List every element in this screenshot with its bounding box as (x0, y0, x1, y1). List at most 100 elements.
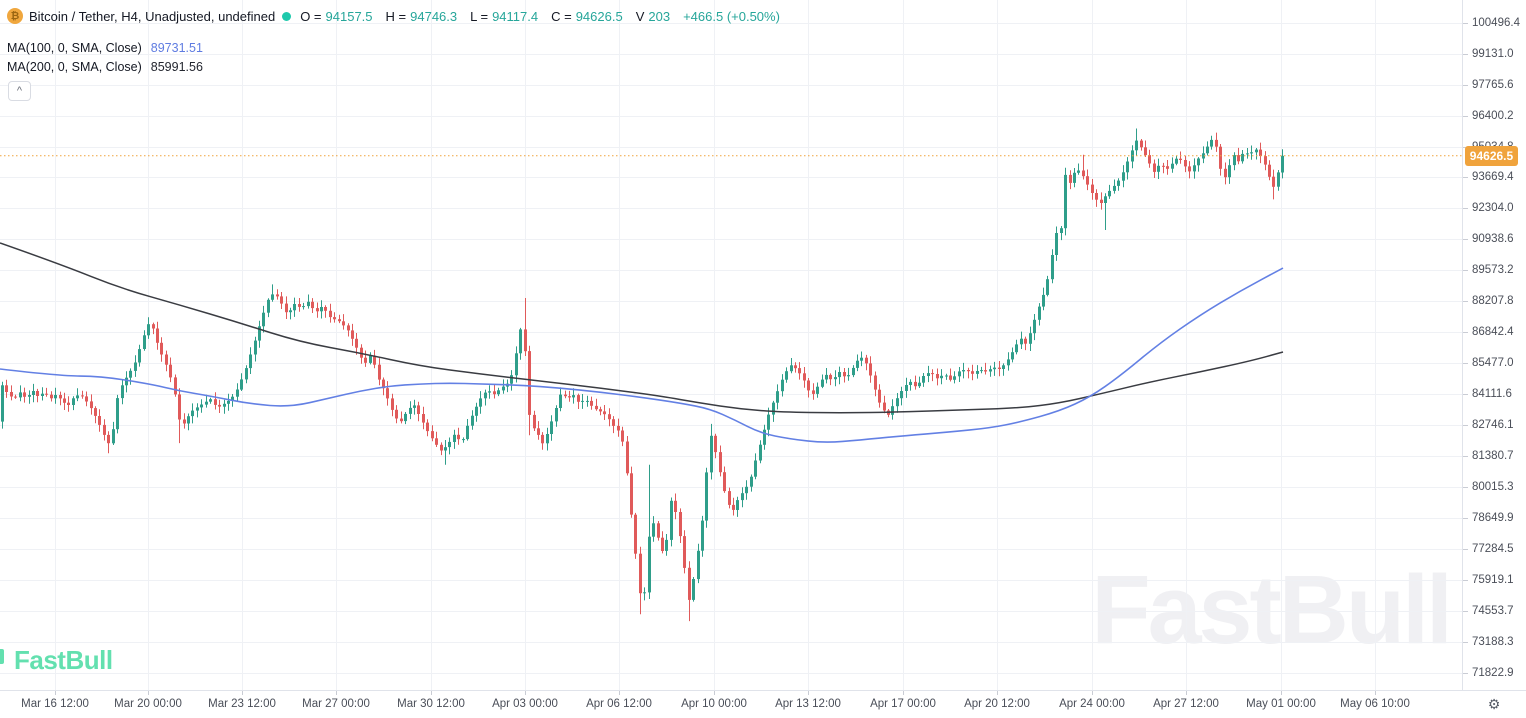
candlestick-chart[interactable] (0, 0, 1462, 690)
candle (218, 404, 221, 407)
candle (293, 304, 296, 311)
price-tick-mark (1463, 54, 1468, 55)
candle (1246, 153, 1249, 155)
time-tick-label: Mar 30 12:00 (397, 698, 465, 710)
candle (23, 392, 26, 397)
price-tick-mark (1463, 301, 1468, 302)
candle (515, 353, 518, 376)
candle (1162, 165, 1165, 167)
candle (258, 326, 261, 341)
candle (471, 415, 474, 426)
collapse-legend-button[interactable]: ^ (8, 81, 31, 101)
price-tick-label: 82746.1 (1472, 419, 1514, 431)
candle (564, 394, 567, 397)
time-tick-mark (903, 691, 904, 695)
candle (922, 376, 925, 383)
candle (714, 435, 717, 453)
candle (156, 328, 159, 343)
candle (661, 537, 664, 551)
candle (298, 304, 301, 307)
price-tick-label: 71822.9 (1472, 667, 1514, 679)
candle (555, 408, 558, 422)
price-tick-mark (1463, 518, 1468, 519)
candle (1233, 155, 1236, 166)
candle (5, 385, 8, 392)
candle (475, 406, 478, 416)
candle (457, 434, 460, 440)
candle (214, 399, 217, 405)
candle (85, 396, 88, 402)
candle (794, 365, 797, 369)
candle (138, 349, 141, 363)
low-label: L = (470, 8, 489, 24)
axis-corner: ⚙ (1462, 690, 1526, 718)
time-tick-label: Apr 13 12:00 (775, 698, 841, 710)
candle (772, 402, 775, 415)
candle (1157, 165, 1160, 172)
candle (940, 375, 943, 379)
candle (409, 407, 412, 414)
gridlines (0, 0, 1462, 690)
candle (165, 354, 168, 365)
price-tick-label: 89573.2 (1472, 264, 1514, 276)
candle (364, 357, 367, 363)
price-tick-mark (1463, 425, 1468, 426)
candle (116, 398, 119, 430)
time-axis[interactable]: Mar 16 12:00 Mar 20 00:00 Mar 23 12:00 Mar … (0, 690, 1462, 718)
time-tick-label: Apr 06 12:00 (586, 698, 652, 710)
candle (878, 389, 881, 403)
time-tick-label: Apr 24 00:00 (1059, 698, 1125, 710)
candle (160, 342, 163, 355)
candle (249, 354, 252, 369)
candle (404, 413, 407, 422)
candle (453, 434, 456, 442)
candle (630, 473, 633, 515)
candle (1046, 279, 1049, 295)
symbol-legend-row: ₿ Bitcoin / Tether, H4, Unadjusted, unde… (7, 7, 780, 25)
candle (1259, 149, 1262, 157)
candle (289, 310, 292, 313)
candle (41, 393, 44, 396)
candle (187, 416, 190, 424)
candle (417, 405, 420, 414)
candle (634, 514, 637, 554)
candle (781, 379, 784, 392)
candle (1104, 196, 1107, 203)
time-tick-label: Apr 20 12:00 (964, 698, 1030, 710)
candle (847, 375, 850, 377)
candle (1210, 139, 1213, 147)
high-label: H = (385, 8, 407, 24)
time-tick-mark (148, 691, 149, 695)
candle (285, 303, 288, 313)
price-tick-label: 73188.3 (1472, 636, 1514, 648)
time-tick-mark (55, 691, 56, 695)
symbol-title[interactable]: Bitcoin / Tether, H4, Unadjusted, undefi… (29, 8, 276, 24)
time-tick-mark (808, 691, 809, 695)
ma100-legend-row[interactable]: MA(100, 0, SMA, Close) 89731.51 (7, 41, 203, 55)
candle (816, 386, 819, 394)
candle (967, 370, 970, 372)
candle (28, 395, 31, 397)
price-tick-mark (1463, 270, 1468, 271)
candle (803, 373, 806, 381)
candle (466, 425, 469, 440)
candle (67, 402, 70, 405)
price-axis[interactable]: 100496.499131.097765.696400.295034.89366… (1462, 0, 1526, 718)
price-tick-mark (1463, 85, 1468, 86)
time-tick-label: Mar 20 00:00 (114, 698, 182, 710)
settings-gear-icon[interactable]: ⚙ (1487, 697, 1501, 713)
ma200-legend-row[interactable]: MA(200, 0, SMA, Close) 85991.56 (7, 60, 203, 74)
candle (1255, 149, 1258, 153)
candle (812, 390, 815, 394)
price-tick-label: 96400.2 (1472, 110, 1514, 122)
open-value: 94157.5 (325, 8, 373, 24)
candle (958, 371, 961, 377)
candle (54, 395, 57, 399)
ma200-label: MA(200, 0, SMA, Close) (7, 60, 142, 74)
candle (1117, 180, 1120, 186)
candle (674, 500, 677, 512)
candle (776, 391, 779, 403)
candle (701, 520, 704, 551)
candle (373, 355, 376, 365)
price-tick-label: 88207.8 (1472, 295, 1514, 307)
